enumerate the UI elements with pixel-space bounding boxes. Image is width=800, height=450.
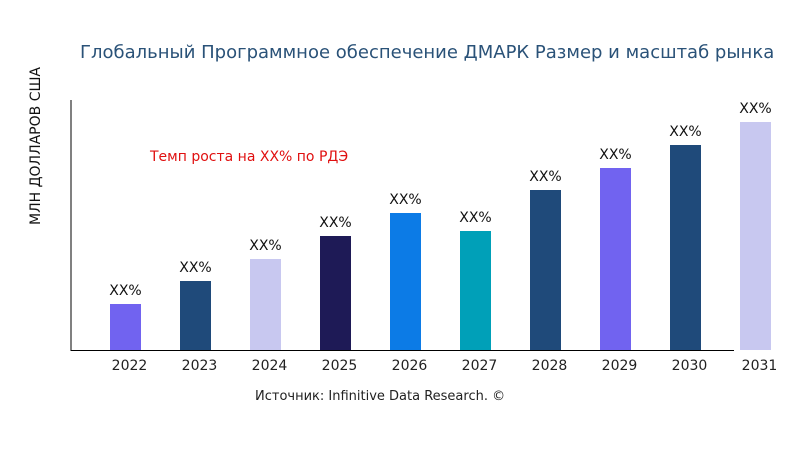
x-tick-label: 2022 <box>112 358 148 374</box>
x-tick-label: 2029 <box>602 358 638 374</box>
bar-2022 <box>110 304 141 350</box>
data-label: XX% <box>739 101 771 117</box>
x-tick-label: 2026 <box>392 358 428 374</box>
data-label: XX% <box>459 210 491 226</box>
bar-2027 <box>460 231 491 350</box>
y-axis-label: МЛН ДОЛЛАРОВ США <box>28 67 44 225</box>
x-tick-label: 2031 <box>742 358 778 374</box>
data-label: XX% <box>109 283 141 299</box>
data-label: XX% <box>179 260 211 276</box>
x-tick-label: 2024 <box>252 358 288 374</box>
bar-2028 <box>530 190 561 350</box>
x-tick-label: 2030 <box>672 358 708 374</box>
x-tick-label: 2028 <box>532 358 568 374</box>
bar-2024 <box>250 259 281 350</box>
x-tick-label: 2023 <box>182 358 218 374</box>
data-label: XX% <box>669 124 701 140</box>
x-tick-label: 2025 <box>322 358 358 374</box>
chart-title: Глобальный Программное обеспечение ДМАРК… <box>80 42 774 63</box>
bar-2026 <box>390 213 421 350</box>
data-label: XX% <box>249 238 281 254</box>
bar-2029 <box>600 168 631 350</box>
bar-2030 <box>670 145 701 350</box>
bar-2023 <box>180 281 211 350</box>
growth-annotation: Темп роста на XX% по РДЭ <box>149 149 348 165</box>
bar-2025 <box>320 236 351 350</box>
data-label: XX% <box>319 215 351 231</box>
data-label: XX% <box>389 192 421 208</box>
data-label: XX% <box>599 147 631 163</box>
data-label: XX% <box>529 169 561 185</box>
x-tick-label: 2027 <box>462 358 498 374</box>
bar-2031 <box>740 122 771 350</box>
source-note: Источник: Infinitive Data Research. © <box>255 389 505 404</box>
